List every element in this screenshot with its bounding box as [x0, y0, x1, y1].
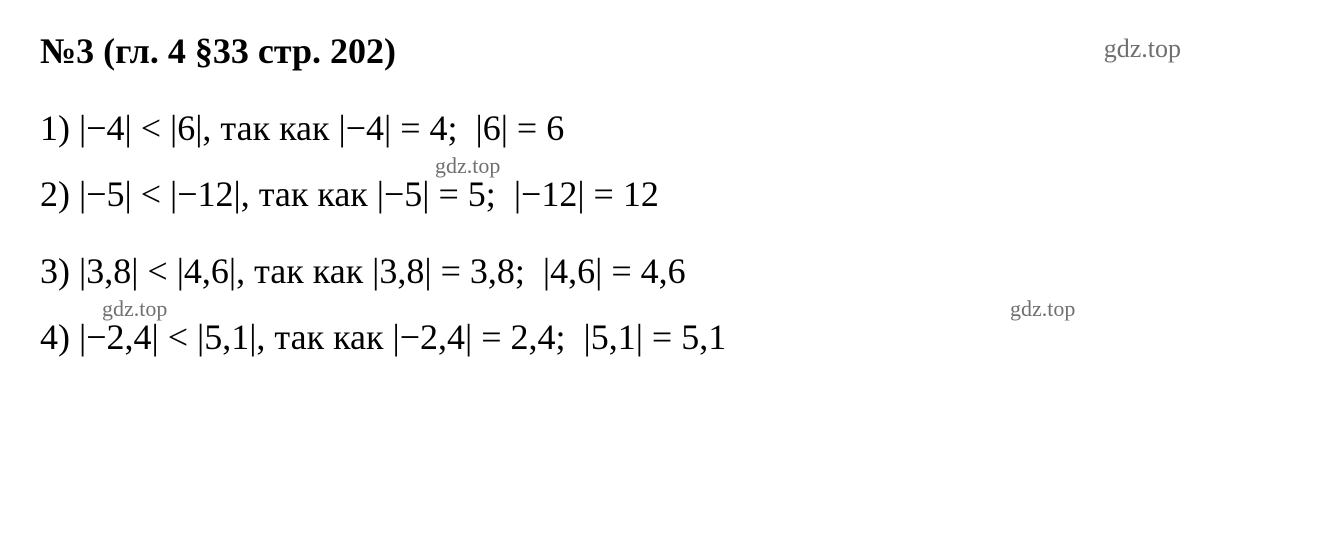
- watermark-inline-1: gdz.top: [435, 148, 500, 183]
- watermark-inline-2: gdz.top: [102, 291, 167, 326]
- watermark-top: gdz.top: [1104, 34, 1181, 64]
- solution-line-2: gdz.top 2) |−5| < |−12|, так как |−5| = …: [40, 166, 1301, 224]
- solution-line-3: 3) |3,8| < |4,6|, так как |3,8| = 3,8; |…: [40, 243, 1301, 301]
- line-num-1: 1): [40, 108, 70, 148]
- line-text-1: |−4| < |6|, так как |−4| = 4; |6| = 6: [79, 108, 564, 148]
- solution-line-1: 1) |−4| < |6|, так как |−4| = 4; |6| = 6: [40, 100, 1301, 158]
- page-title: №3 (гл. 4 §33 стр. 202): [40, 30, 396, 72]
- header-row: №3 (гл. 4 §33 стр. 202) gdz.top: [40, 30, 1301, 72]
- solution-line-4: gdz.top gdz.top 4) |−2,4| < |5,1|, так к…: [40, 309, 1301, 367]
- spacer: [40, 231, 1301, 243]
- line-num-4: 4): [40, 317, 70, 357]
- line-text-2: |−5| < |−12|, так как |−5| = 5; |−12| = …: [79, 174, 659, 214]
- line-num-2: 2): [40, 174, 70, 214]
- watermark-inline-3: gdz.top: [1010, 291, 1075, 326]
- line-num-3: 3): [40, 251, 70, 291]
- line-text-4: |−2,4| < |5,1|, так как |−2,4| = 2,4; |5…: [79, 317, 726, 357]
- line-text-3: |3,8| < |4,6|, так как |3,8| = 3,8; |4,6…: [79, 251, 686, 291]
